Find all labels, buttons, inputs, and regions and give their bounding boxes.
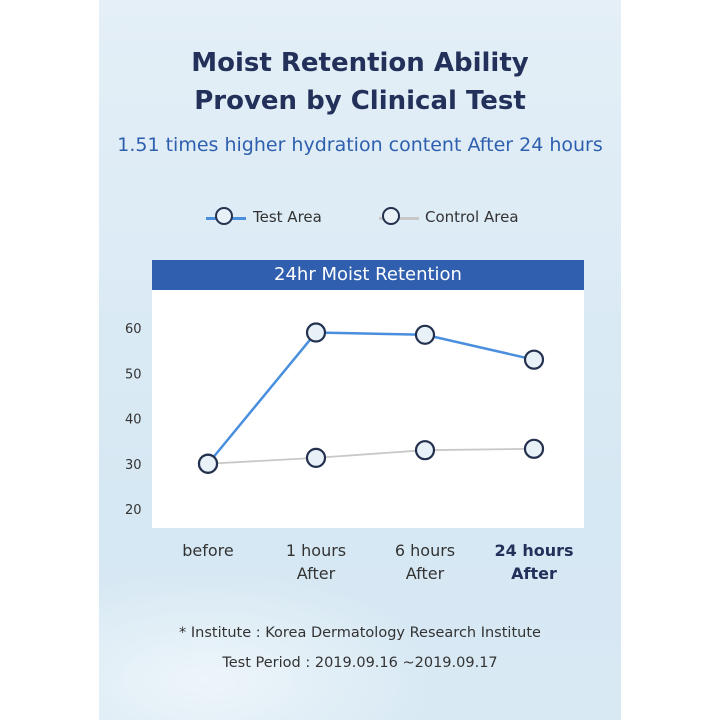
control-area-point xyxy=(523,438,545,459)
y-tick-label: 50 xyxy=(125,367,142,382)
test-area-point xyxy=(305,322,327,343)
legend-test-marker xyxy=(215,207,233,225)
test-area-point xyxy=(414,324,436,345)
x-category-line2: After xyxy=(405,564,445,583)
x-category-label: 24 hours After xyxy=(479,539,589,585)
chart-legend: Test Area Control Area xyxy=(0,205,720,233)
x-category-label: 1 hours After xyxy=(261,539,371,585)
x-category-line1: 6 hours xyxy=(394,541,456,560)
x-category-line2: After xyxy=(511,564,557,583)
title-line-2: Proven by Clinical Test xyxy=(194,86,526,116)
series-line-test-area xyxy=(207,331,535,465)
footnote-period: Test Period : 2019.09.16 ~2019.09.17 xyxy=(222,655,498,671)
footnote-institute: * Institute : Korea Dermatology Research… xyxy=(179,625,541,641)
title-line-1: Moist Retention Ability xyxy=(191,48,529,78)
page-title: Moist Retention Ability Proven by Clinic… xyxy=(0,44,720,120)
chart-plot-area: 24hr Moist Retention xyxy=(152,260,584,528)
y-tick-label: 30 xyxy=(125,458,142,473)
x-category-line1: 1 hours xyxy=(285,541,347,560)
test-area-point xyxy=(197,453,219,474)
control-area-point xyxy=(305,447,327,468)
x-category-line1: before xyxy=(182,541,234,560)
x-category-line1: 24 hours xyxy=(494,541,574,560)
control-area-point xyxy=(414,440,436,461)
x-category-label: before xyxy=(153,539,263,562)
legend-control-label: Control Area xyxy=(425,208,519,226)
test-area-point xyxy=(523,349,545,370)
legend-control-marker xyxy=(382,207,400,225)
y-tick-label: 20 xyxy=(125,503,142,518)
chart-title: 24hr Moist Retention xyxy=(152,260,584,290)
x-category-line2: After xyxy=(296,564,336,583)
subtitle: 1.51 times higher hydration content Afte… xyxy=(117,134,603,156)
legend-test-label: Test Area xyxy=(253,208,322,226)
x-category-label: 6 hours After xyxy=(370,539,480,585)
series-line-control-area xyxy=(207,447,535,465)
y-tick-label: 40 xyxy=(125,413,142,428)
y-tick-label: 60 xyxy=(125,322,142,337)
